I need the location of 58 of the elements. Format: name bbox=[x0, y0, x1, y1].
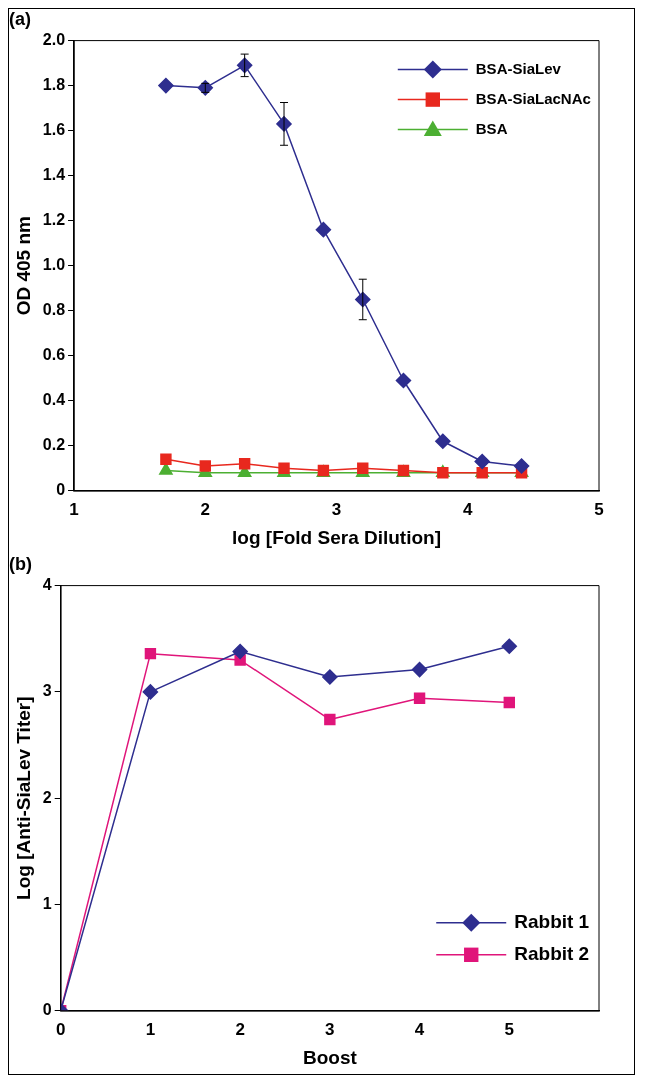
y-axis-title: OD 405 nm bbox=[12, 216, 34, 316]
legend-label: BSA bbox=[475, 119, 508, 137]
legend-label: BSA-SiaLev bbox=[475, 59, 562, 77]
point bbox=[144, 647, 157, 660]
y-axis-title: Log [Anti-SiaLev Titer] bbox=[12, 696, 34, 900]
x-tick-label: 1 bbox=[145, 1019, 156, 1039]
point bbox=[158, 77, 174, 94]
legend-label: BSA-SiaLacNAc bbox=[475, 89, 591, 107]
y-tick-label: 1 bbox=[42, 894, 52, 912]
y-tick-label: 2 bbox=[42, 788, 52, 806]
x-tick-label: 4 bbox=[463, 499, 474, 519]
point bbox=[411, 661, 428, 678]
chart-title: (a) bbox=[9, 8, 31, 29]
point bbox=[501, 638, 518, 654]
x-tick-label: 2 bbox=[200, 499, 211, 519]
x-tick-label: 5 bbox=[504, 1019, 515, 1039]
x-tick-label: 5 bbox=[594, 499, 604, 519]
point bbox=[199, 460, 211, 472]
x-tick-label: 3 bbox=[331, 499, 342, 519]
point bbox=[197, 80, 214, 96]
y-tick-label: 1.0 bbox=[42, 256, 66, 274]
y-tick-label: 1.8 bbox=[42, 76, 66, 94]
y-tick-label: 3 bbox=[42, 682, 52, 700]
x-tick-label: 1 bbox=[69, 499, 79, 519]
point bbox=[413, 692, 426, 704]
point bbox=[278, 462, 290, 474]
y-tick-label: 0 bbox=[42, 1001, 52, 1019]
x-tick-label: 4 bbox=[414, 1019, 425, 1039]
point bbox=[435, 433, 451, 450]
y-tick-label: 0 bbox=[56, 481, 66, 499]
y-tick-label: 4 bbox=[42, 576, 52, 594]
point bbox=[503, 696, 515, 709]
legend-label: Rabbit 2 bbox=[514, 943, 590, 965]
point bbox=[395, 372, 412, 389]
x-axis-title: Boost bbox=[302, 1046, 358, 1068]
point bbox=[142, 684, 159, 700]
legend-label: Rabbit 1 bbox=[514, 911, 590, 933]
x-tick-label: 2 bbox=[235, 1019, 245, 1039]
y-tick-label: 0.4 bbox=[42, 391, 66, 409]
y-tick-label: 0.2 bbox=[42, 436, 66, 454]
x-tick-label: 3 bbox=[325, 1019, 335, 1039]
y-tick-label: 0.6 bbox=[42, 346, 66, 364]
point bbox=[322, 669, 338, 685]
chart-title: (b) bbox=[9, 553, 32, 574]
y-tick-label: 0.8 bbox=[42, 301, 66, 319]
point bbox=[232, 643, 248, 660]
point bbox=[324, 713, 336, 726]
point bbox=[315, 221, 332, 238]
x-axis-title: log [Fold Sera Dilution] bbox=[232, 526, 442, 548]
point bbox=[160, 453, 172, 465]
point bbox=[238, 458, 251, 470]
y-tick-label: 1.6 bbox=[42, 121, 66, 139]
y-tick-label: 1.2 bbox=[42, 211, 66, 229]
point bbox=[357, 462, 369, 474]
y-tick-label: 1.4 bbox=[42, 166, 66, 184]
y-tick-label: 2.0 bbox=[42, 31, 66, 49]
point bbox=[513, 458, 530, 474]
point bbox=[474, 453, 490, 470]
